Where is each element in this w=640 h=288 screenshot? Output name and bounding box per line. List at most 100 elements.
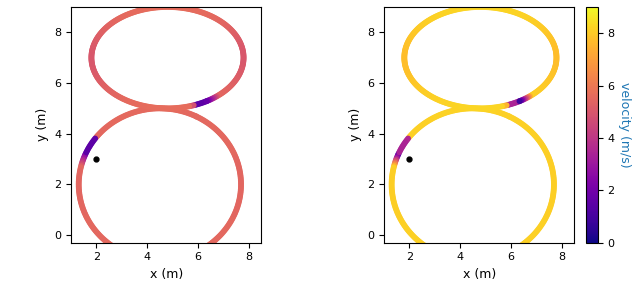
Point — [390, 159, 401, 164]
Point — [395, 216, 405, 221]
Point — [492, 255, 502, 259]
Point — [506, 249, 516, 254]
Point — [536, 140, 546, 145]
Point — [548, 194, 558, 198]
Point — [472, 5, 482, 9]
Point — [236, 176, 246, 181]
Point — [488, 5, 498, 10]
Point — [146, 105, 156, 109]
Point — [83, 218, 93, 222]
Point — [455, 257, 465, 262]
Point — [518, 14, 529, 18]
Point — [497, 253, 507, 258]
Point — [500, 252, 510, 257]
Point — [102, 125, 112, 129]
Point — [90, 40, 100, 45]
Point — [227, 82, 237, 86]
Point — [493, 110, 503, 114]
Point — [526, 129, 536, 134]
Point — [527, 130, 538, 135]
Point — [461, 106, 471, 111]
Point — [465, 106, 476, 110]
Point — [484, 257, 494, 261]
Point — [547, 72, 557, 77]
Point — [160, 106, 170, 111]
Point — [175, 109, 186, 113]
Point — [189, 113, 200, 118]
Point — [387, 190, 397, 195]
Point — [159, 106, 169, 111]
Point — [100, 126, 111, 130]
Point — [508, 10, 518, 14]
Point — [86, 141, 97, 146]
Point — [187, 252, 197, 257]
Point — [236, 173, 246, 178]
Point — [106, 22, 116, 26]
Point — [87, 61, 97, 66]
Point — [481, 107, 492, 112]
Point — [513, 119, 523, 124]
Point — [227, 217, 237, 221]
Point — [482, 257, 492, 262]
Point — [98, 128, 108, 132]
Point — [164, 258, 174, 262]
Point — [411, 82, 421, 87]
Point — [424, 18, 434, 22]
Point — [143, 107, 153, 111]
Point — [175, 105, 185, 110]
Point — [152, 106, 162, 111]
Point — [423, 119, 433, 124]
Point — [422, 245, 432, 249]
Point — [503, 8, 513, 13]
Point — [196, 101, 206, 105]
Point — [77, 160, 87, 165]
Point — [462, 105, 472, 110]
Point — [518, 97, 529, 102]
Point — [109, 19, 119, 24]
Point — [182, 254, 193, 258]
Point — [548, 184, 559, 189]
Point — [223, 86, 233, 91]
Point — [235, 171, 245, 176]
Point — [125, 111, 135, 116]
Point — [454, 107, 465, 112]
Point — [525, 236, 536, 240]
Point — [506, 9, 516, 14]
Point — [447, 255, 457, 260]
Point — [399, 50, 410, 55]
Point — [195, 249, 205, 253]
Point — [141, 107, 152, 112]
Point — [500, 103, 510, 108]
Point — [172, 256, 182, 261]
Point — [550, 64, 561, 69]
Point — [101, 239, 111, 244]
Point — [533, 228, 543, 232]
Point — [88, 67, 99, 72]
Point — [488, 109, 499, 113]
Point — [460, 107, 470, 111]
Point — [435, 98, 445, 103]
Point — [431, 250, 441, 254]
Point — [548, 173, 559, 178]
Point — [426, 16, 436, 21]
Point — [486, 5, 497, 10]
Point — [541, 81, 551, 86]
Point — [143, 257, 154, 262]
Point — [140, 257, 150, 262]
Point — [237, 64, 248, 69]
Point — [157, 5, 168, 10]
Point — [122, 98, 132, 103]
Point — [228, 30, 239, 35]
Point — [526, 235, 536, 239]
Point — [220, 22, 230, 27]
Point — [541, 214, 552, 218]
Point — [121, 13, 131, 17]
Point — [207, 14, 217, 19]
Point — [88, 43, 99, 48]
Point — [413, 26, 424, 31]
Point — [205, 123, 216, 127]
Point — [397, 219, 407, 224]
Point — [420, 90, 431, 95]
Point — [444, 9, 454, 14]
Point — [539, 146, 549, 150]
